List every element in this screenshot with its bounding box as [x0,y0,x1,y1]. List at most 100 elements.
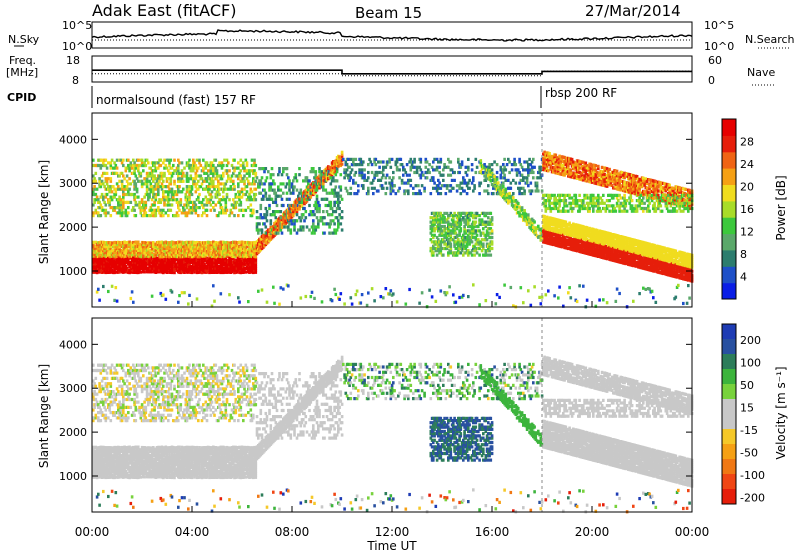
power-cell [144,264,148,268]
power-cell [390,178,394,182]
power-cell [242,161,245,165]
power-cell [389,189,393,193]
power-cell [482,242,485,246]
power-cell [219,203,223,207]
power-cell [222,195,225,199]
power-cell [250,182,254,186]
power-cell [522,186,525,190]
power-cell [465,192,469,196]
power-cell [527,184,530,188]
power-cell [230,174,234,178]
power-cell [129,161,133,165]
power-cell [320,197,324,201]
power-cell [507,157,510,161]
power-cell [108,203,111,207]
power-cell [188,187,191,191]
power-cell [178,240,181,244]
power-cell [362,184,365,188]
power-cell [470,253,474,257]
power-cell [244,208,248,212]
power-cell [149,206,153,210]
power-cell [449,211,453,215]
power-cell [497,192,500,196]
power-cell [502,184,505,188]
power-cell [513,157,516,161]
power-cell [218,174,221,178]
power-cell [204,166,208,170]
power-cell [454,220,458,224]
power-cell [490,231,494,235]
power-cell [339,185,343,189]
power-cell [449,244,453,248]
power-cell [140,198,144,202]
power-cell [322,182,325,186]
power-cell [175,211,179,215]
power-cell [187,211,190,215]
power-cell [204,254,208,258]
power-cell [408,287,411,292]
power-cell [520,206,524,210]
power-cell [92,203,95,207]
power-cell [198,206,201,210]
power-cell [497,185,500,189]
power-cell [295,213,299,217]
power-cell [445,186,449,190]
power-cell [363,176,366,180]
power-cell [367,163,370,167]
power-cell [385,163,389,167]
power-cell [449,222,453,226]
power-cell [547,193,550,197]
power-cell [259,167,263,171]
power-cell [94,240,98,244]
power-cell [163,158,166,162]
power-cell [287,228,290,232]
power-cell [127,200,130,204]
power-cell [273,188,276,192]
power-cell [522,168,525,172]
power-cell [222,208,225,212]
power-cell [377,160,380,164]
power-cell [454,214,458,218]
power-cell [107,289,110,294]
power-cell [207,174,210,178]
power-cell [432,251,435,255]
power-cell [107,177,110,181]
power-cell [159,208,163,212]
power-cell [149,174,153,178]
power-cell [432,160,435,164]
power-cell [162,185,165,189]
power-cell [154,169,158,173]
power-cell [400,163,404,167]
power-cell [305,225,309,229]
power-cell [123,185,126,189]
power-cell [247,179,250,183]
power-cell [434,218,438,222]
power-cell [455,222,459,226]
power-cell [527,289,530,293]
power-cell [290,222,294,226]
power-cell [259,191,263,195]
power-cell [227,187,230,191]
power-cell [152,190,155,194]
power-cell [523,176,526,180]
power-cell [252,177,255,181]
power-cell [137,158,140,162]
power-cell [488,242,491,246]
power-cell [452,293,455,297]
power-cell [187,161,190,165]
power-cell [140,158,144,162]
power-cell [198,258,201,262]
power-cell [318,210,321,214]
power-cell [238,171,241,175]
power-cell [488,244,491,248]
power-cell [279,188,283,192]
power-cell [174,169,178,173]
power-cell [115,166,119,170]
power-cell [210,161,214,165]
power-cell [100,179,104,183]
power-cell [469,238,473,242]
power-cell [123,246,126,250]
power-cell [217,185,220,189]
power-cell [98,200,101,204]
power-cell [104,195,108,199]
